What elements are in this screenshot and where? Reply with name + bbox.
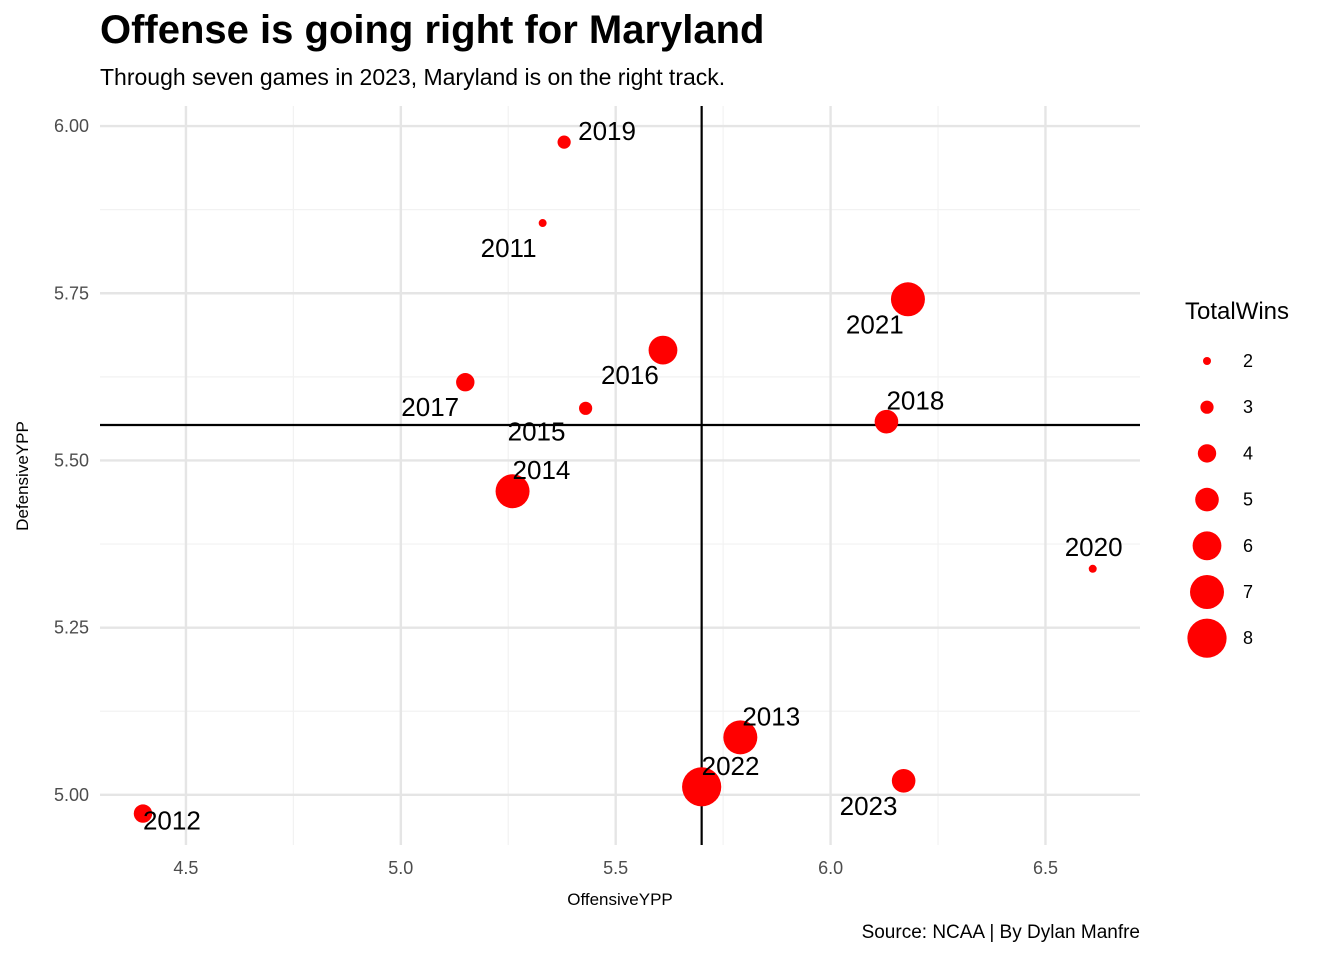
- x-tick-label: 6.5: [1033, 858, 1058, 878]
- data-point-2016: [648, 335, 678, 365]
- point-labels: 2011 2012 2013 2014 2015 2016 2017 2018 2019 2020…: [143, 116, 1123, 835]
- legend-key-7: [1190, 575, 1224, 609]
- y-tick-label: 5.50: [54, 450, 89, 470]
- point-label-2022: 2022: [702, 751, 760, 781]
- data-point-2023: [891, 768, 916, 793]
- y-tick-label: 6.00: [54, 116, 89, 136]
- legend-label: 5: [1243, 490, 1253, 510]
- legend: TotalWins 2 3 4 5 6 7 8: [1185, 298, 1289, 658]
- x-tick-label: 6.0: [818, 858, 843, 878]
- data-point-2014: [495, 474, 530, 509]
- chart-title: Offense is going right for Maryland: [100, 8, 765, 52]
- legend-title: TotalWins: [1185, 298, 1289, 325]
- y-tick-label: 5.00: [54, 785, 89, 805]
- legend-key-6: [1192, 531, 1222, 561]
- data-points: [133, 135, 1097, 823]
- x-axis-title: OffensiveYPP: [567, 890, 673, 909]
- legend-label: 6: [1243, 536, 1253, 556]
- legend-label: 7: [1243, 582, 1253, 602]
- data-point-2017: [456, 373, 475, 392]
- data-point-2018: [874, 409, 899, 434]
- legend-label: 8: [1243, 628, 1253, 648]
- point-label-2018: 2018: [886, 386, 944, 416]
- grid-lines: [100, 106, 1140, 845]
- point-label-2015: 2015: [508, 416, 566, 446]
- data-point-2020: [1088, 564, 1097, 573]
- point-label-2012: 2012: [143, 806, 201, 836]
- x-tick-label: 5.5: [603, 858, 628, 878]
- data-point-2011: [538, 219, 547, 228]
- x-tick-label: 4.5: [173, 858, 198, 878]
- point-label-2023: 2023: [840, 791, 898, 821]
- point-label-2019: 2019: [578, 116, 636, 146]
- reference-lines: [100, 106, 1140, 845]
- chart-caption: Source: NCAA | By Dylan Manfre: [861, 922, 1140, 943]
- legend-key-4: [1197, 444, 1217, 463]
- data-point-2013: [723, 720, 758, 755]
- data-point-2012: [133, 804, 153, 823]
- chart-subtitle: Through seven games in 2023, Maryland is…: [100, 64, 726, 90]
- point-label-2013: 2013: [742, 701, 800, 731]
- legend-label: 4: [1243, 443, 1253, 463]
- data-point-2021: [890, 282, 925, 317]
- data-point-2015: [579, 401, 593, 415]
- point-label-2014: 2014: [513, 455, 571, 485]
- y-tick-label: 5.25: [54, 618, 89, 638]
- y-axis-title: DefensiveYPP: [13, 421, 32, 531]
- point-label-2016: 2016: [601, 360, 659, 390]
- tick-labels: 4.5 5.0 5.5 6.0 6.5 5.00 5.25 5.50 5.75 6.00: [54, 116, 1058, 878]
- point-label-2020: 2020: [1065, 532, 1123, 562]
- legend-label: 2: [1243, 351, 1253, 371]
- x-tick-label: 5.0: [388, 858, 413, 878]
- legend-label: 3: [1243, 397, 1253, 417]
- y-tick-label: 5.75: [54, 283, 89, 303]
- data-point-2022: [682, 767, 722, 807]
- point-label-2011: 2011: [481, 233, 537, 263]
- legend-key-8: [1187, 618, 1227, 658]
- legend-key-5: [1195, 487, 1219, 512]
- point-label-2021: 2021: [846, 309, 904, 339]
- data-point-2019: [557, 135, 571, 149]
- point-label-2017: 2017: [401, 392, 459, 422]
- legend-key-2: [1203, 357, 1211, 365]
- legend-key-3: [1200, 400, 1214, 414]
